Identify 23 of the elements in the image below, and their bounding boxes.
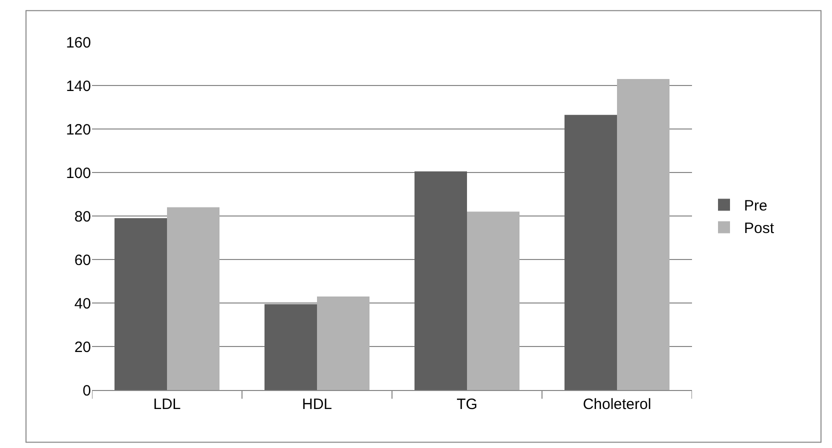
bar bbox=[414, 171, 467, 390]
bar bbox=[264, 304, 317, 390]
legend-label: Post bbox=[744, 220, 775, 238]
x-tick-label: HDL bbox=[302, 396, 332, 413]
y-tick-label: 20 bbox=[74, 338, 91, 356]
bar bbox=[317, 296, 370, 390]
y-tick-label: 160 bbox=[66, 34, 91, 52]
y-tick-label: 120 bbox=[66, 121, 91, 138]
bar bbox=[564, 114, 617, 390]
bar bbox=[114, 218, 167, 390]
y-tick-label: 80 bbox=[74, 208, 91, 226]
x-tick-label: TG bbox=[456, 396, 478, 413]
y-tick-label: 40 bbox=[74, 295, 91, 312]
bar bbox=[467, 212, 520, 390]
x-tick-label: LDL bbox=[153, 396, 181, 413]
y-tick-label: 140 bbox=[66, 78, 91, 95]
y-tick-label: 100 bbox=[66, 164, 91, 182]
y-tick-label: 0 bbox=[82, 382, 91, 400]
y-tick-label: 60 bbox=[74, 252, 91, 269]
bar bbox=[617, 78, 670, 390]
bar bbox=[167, 207, 220, 390]
x-tick-label: Choleterol bbox=[582, 396, 652, 413]
legend-label: Pre bbox=[744, 198, 768, 215]
